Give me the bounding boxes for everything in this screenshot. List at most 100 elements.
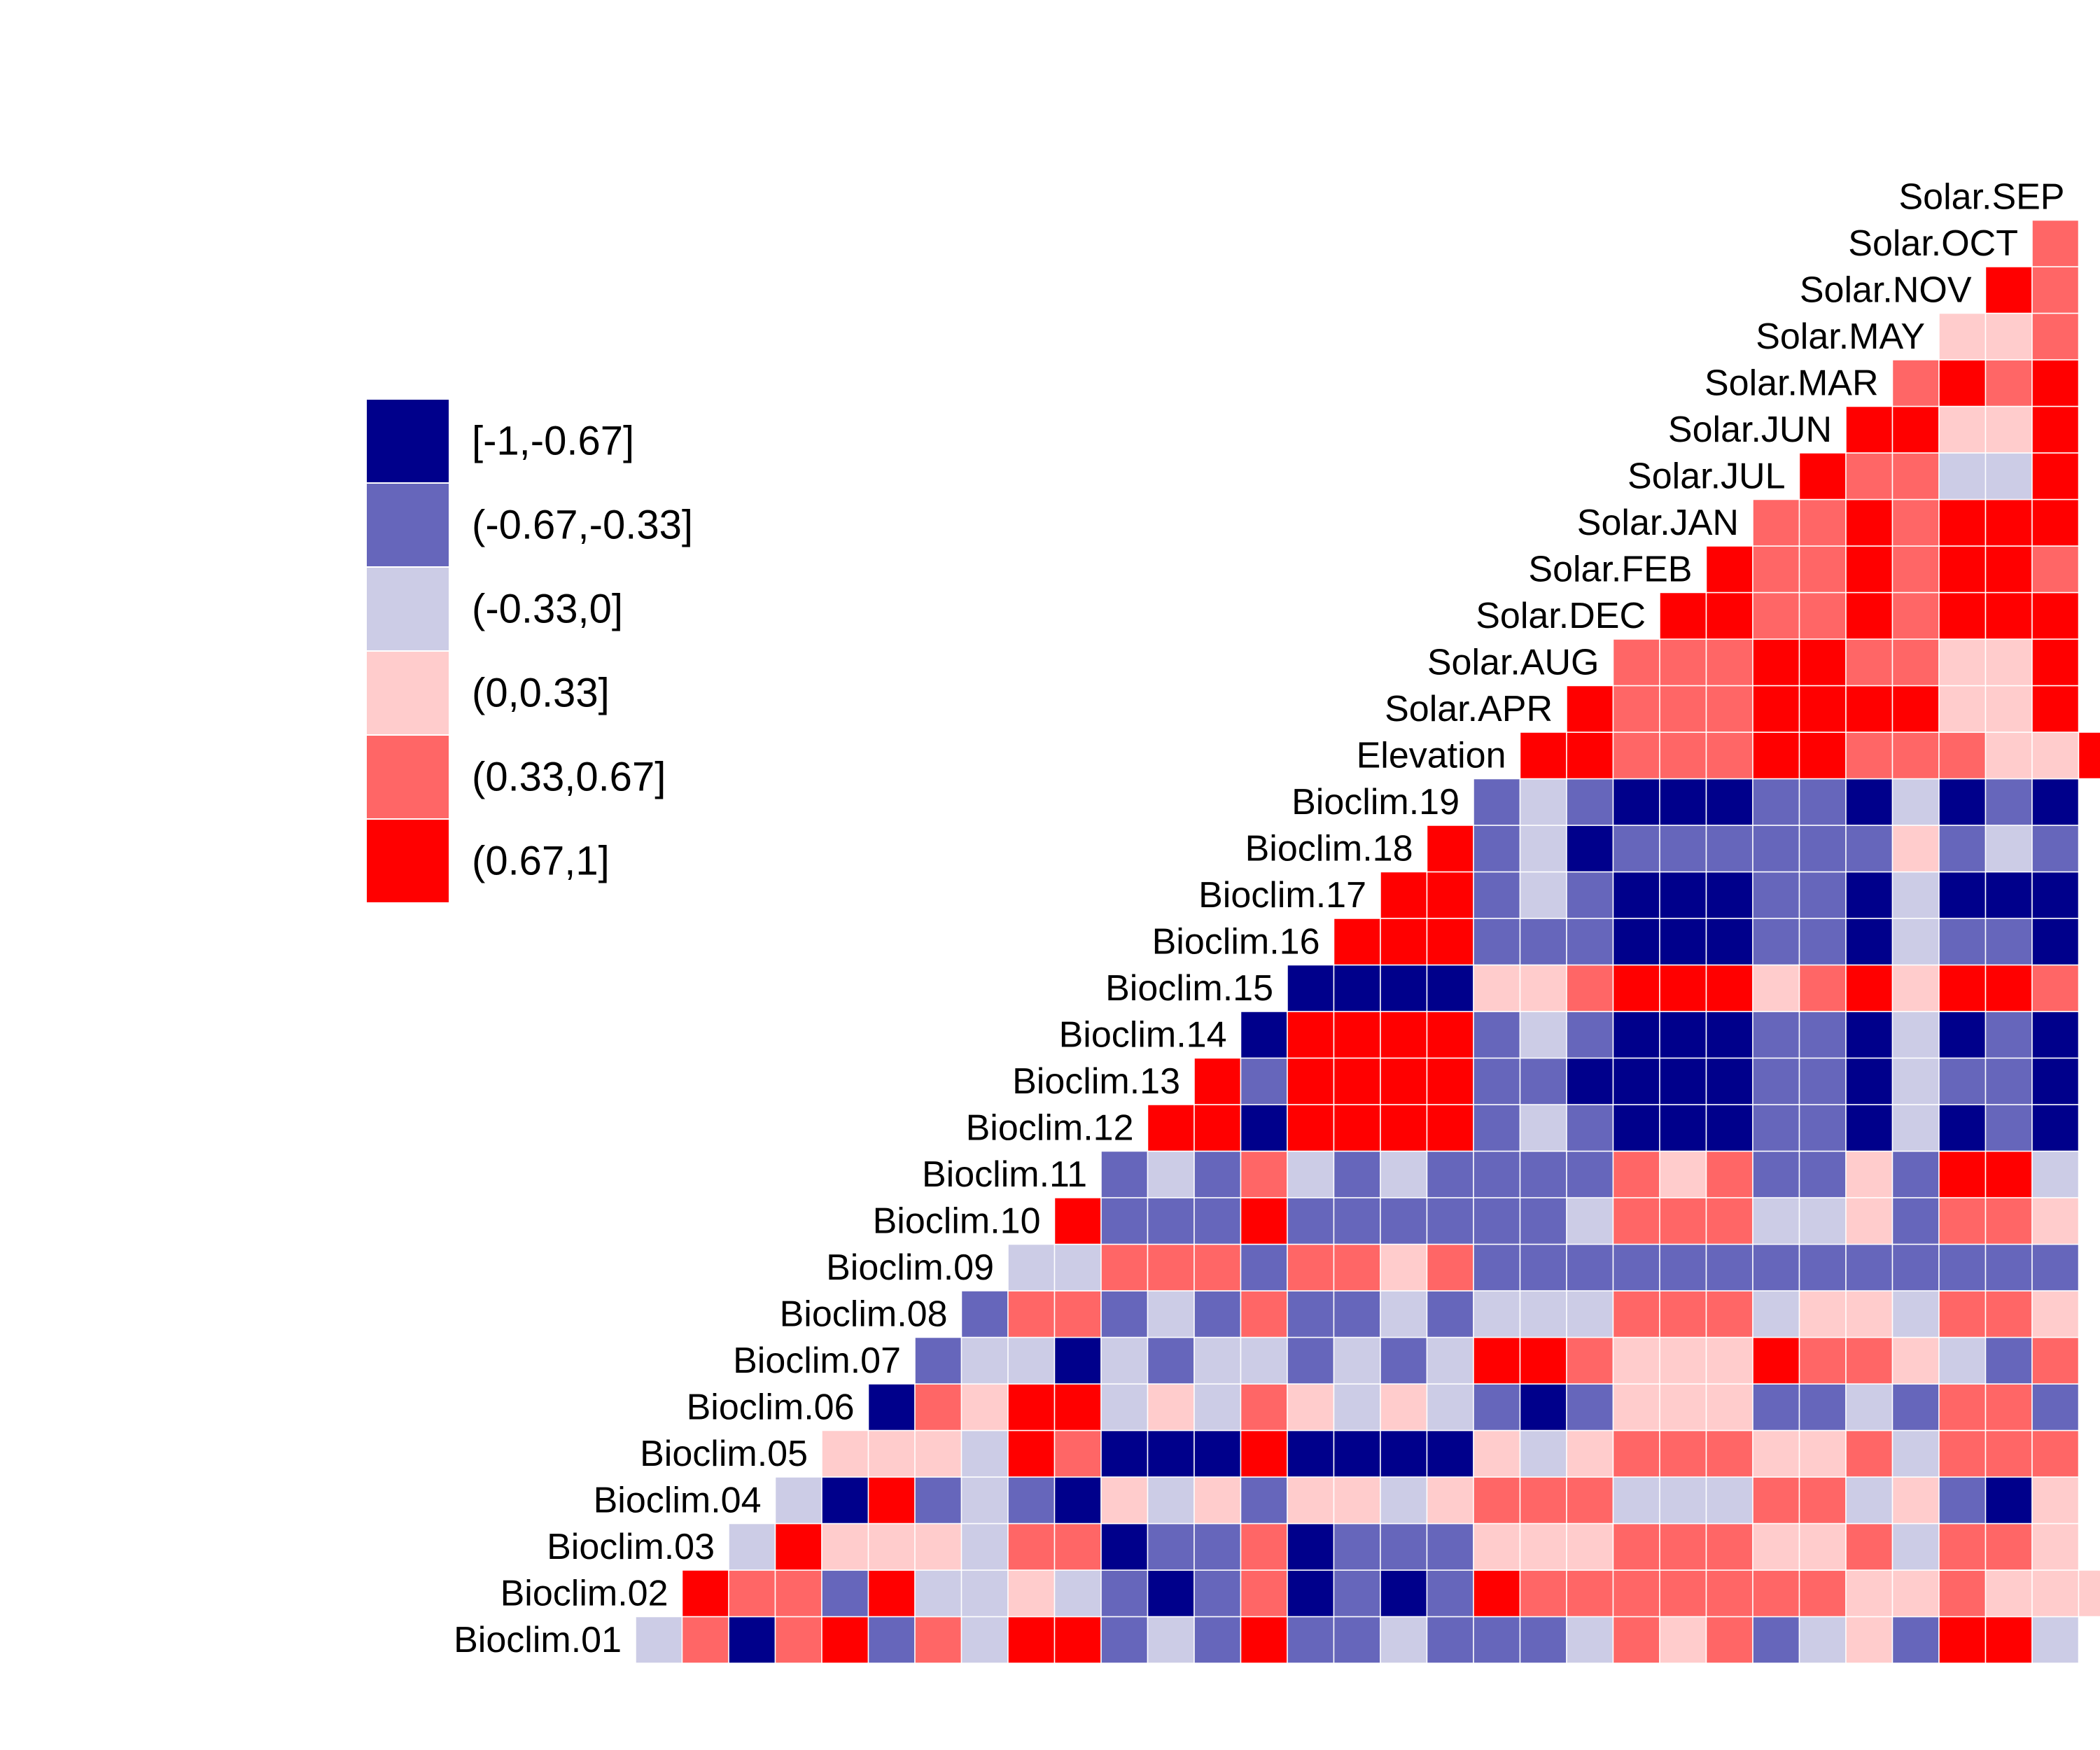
- heatmap-cell: [1100, 1243, 1149, 1292]
- heatmap-cell: [1891, 825, 1940, 873]
- heatmap-cell: [1798, 452, 1847, 500]
- heatmap-cell: [1705, 685, 1754, 733]
- heatmap-cell: [1705, 778, 1754, 826]
- heatmap-cell: [1752, 498, 1800, 547]
- heatmap-cell: [1287, 1429, 1335, 1478]
- heatmap-cell: [1519, 1290, 1567, 1338]
- heatmap-cell: [2031, 918, 2080, 966]
- heatmap-cell: [1938, 1243, 1987, 1292]
- heatmap-cell: [1473, 1476, 1521, 1525]
- heatmap-cell: [1845, 592, 1893, 640]
- heatmap-cell: [1566, 1243, 1614, 1292]
- legend-label: (-0.67,-0.33]: [472, 503, 693, 548]
- heatmap-cell: [2078, 1569, 2100, 1618]
- heatmap-cell: [1984, 592, 2033, 640]
- heatmap-cell: [1659, 871, 1707, 919]
- heatmap-cell: [1752, 685, 1800, 733]
- heatmap-cell: [1380, 1150, 1428, 1198]
- heatmap-cell: [1194, 1522, 1242, 1571]
- row-label: Bioclim.18: [1245, 828, 1413, 869]
- heatmap-cell: [867, 1616, 916, 1664]
- heatmap-cell: [1054, 1197, 1102, 1245]
- heatmap-cell: [1612, 1057, 1660, 1105]
- heatmap-cell: [1845, 1476, 1893, 1525]
- heatmap-cell: [1519, 1104, 1567, 1152]
- heatmap-cell: [914, 1336, 962, 1385]
- row-label: Solar.DEC: [1476, 596, 1646, 636]
- heatmap-cell: [1566, 1150, 1614, 1198]
- heatmap-cell: [1147, 1476, 1195, 1525]
- heatmap-cell: [960, 1383, 1009, 1432]
- heatmap-cell: [1845, 778, 1893, 826]
- heatmap-cell: [1705, 871, 1754, 919]
- heatmap-cell: [1007, 1243, 1056, 1292]
- heatmap-cell: [1333, 918, 1381, 966]
- heatmap-cell: [1938, 545, 1987, 594]
- heatmap-cell: [1798, 1476, 1847, 1525]
- heatmap-cell: [1938, 778, 1987, 826]
- heatmap-cell: [1566, 778, 1614, 826]
- heatmap-cell: [1938, 918, 1987, 966]
- heatmap-cell: [914, 1476, 962, 1525]
- heatmap-cell: [1380, 1197, 1428, 1245]
- heatmap-cell: [1380, 918, 1428, 966]
- heatmap-cell: [1566, 1057, 1614, 1105]
- heatmap-cell: [1798, 1569, 1847, 1618]
- legend-swatch: [365, 482, 450, 568]
- heatmap-cell: [914, 1522, 962, 1571]
- heatmap-cell: [1891, 638, 1940, 687]
- heatmap-cell: [1984, 1057, 2033, 1105]
- heatmap-cell: [1752, 1290, 1800, 1338]
- heatmap-cell: [1984, 825, 2033, 873]
- heatmap-cell: [2031, 778, 2080, 826]
- heatmap-cell: [1612, 1569, 1660, 1618]
- row-label: Solar.MAY: [1756, 316, 1925, 357]
- heatmap-cell: [1705, 1429, 1754, 1478]
- heatmap-cell: [1566, 918, 1614, 966]
- heatmap-cell: [1984, 498, 2033, 547]
- row-label: Solar.OCT: [1848, 223, 2018, 264]
- heatmap-cell: [1519, 1429, 1567, 1478]
- heatmap-cell: [1659, 1476, 1707, 1525]
- heatmap-cell: [1705, 1522, 1754, 1571]
- heatmap-cell: [1845, 498, 1893, 547]
- heatmap-cell: [1566, 825, 1614, 873]
- legend-label: [-1,-0.67]: [472, 419, 634, 464]
- heatmap-cell: [1566, 685, 1614, 733]
- heatmap-cell: [2031, 871, 2080, 919]
- heatmap-cell: [1566, 1290, 1614, 1338]
- heatmap-cells: [635, 219, 2100, 1664]
- heatmap-cell: [1891, 1569, 1940, 1618]
- heatmap-cell: [821, 1429, 869, 1478]
- heatmap-cell: [1612, 1476, 1660, 1525]
- heatmap-cell: [1845, 452, 1893, 500]
- legend-swatch: [365, 398, 450, 484]
- heatmap-cell: [1519, 1616, 1567, 1664]
- heatmap-cell: [1891, 545, 1940, 594]
- heatmap-cell: [1380, 1569, 1428, 1618]
- heatmap-cell: [1287, 1383, 1335, 1432]
- heatmap-cell: [1287, 1336, 1335, 1385]
- heatmap-cell: [2031, 1104, 2080, 1152]
- heatmap-cell: [1194, 1104, 1242, 1152]
- heatmap-cell: [1752, 1243, 1800, 1292]
- heatmap-cell: [1891, 1197, 1940, 1245]
- heatmap-cell: [1426, 1336, 1474, 1385]
- heatmap-cell: [1798, 964, 1847, 1012]
- heatmap-cell: [1473, 1290, 1521, 1338]
- heatmap-cell: [1659, 1150, 1707, 1198]
- heatmap-cell: [1752, 1057, 1800, 1105]
- heatmap-cell: [1380, 1011, 1428, 1059]
- heatmap-cell: [1938, 1336, 1987, 1385]
- heatmap-cell: [1287, 1616, 1335, 1664]
- heatmap-cell: [1798, 918, 1847, 966]
- heatmap-cell: [1612, 1290, 1660, 1338]
- row-label: Solar.FEB: [1528, 549, 1692, 589]
- heatmap-cell: [1659, 1290, 1707, 1338]
- heatmap-cell: [1147, 1290, 1195, 1338]
- heatmap-cell: [1984, 778, 2033, 826]
- heatmap-cell: [1659, 1104, 1707, 1152]
- heatmap-cell: [1891, 1150, 1940, 1198]
- heatmap-cell: [1426, 1616, 1474, 1664]
- heatmap-cell: [1938, 498, 1987, 547]
